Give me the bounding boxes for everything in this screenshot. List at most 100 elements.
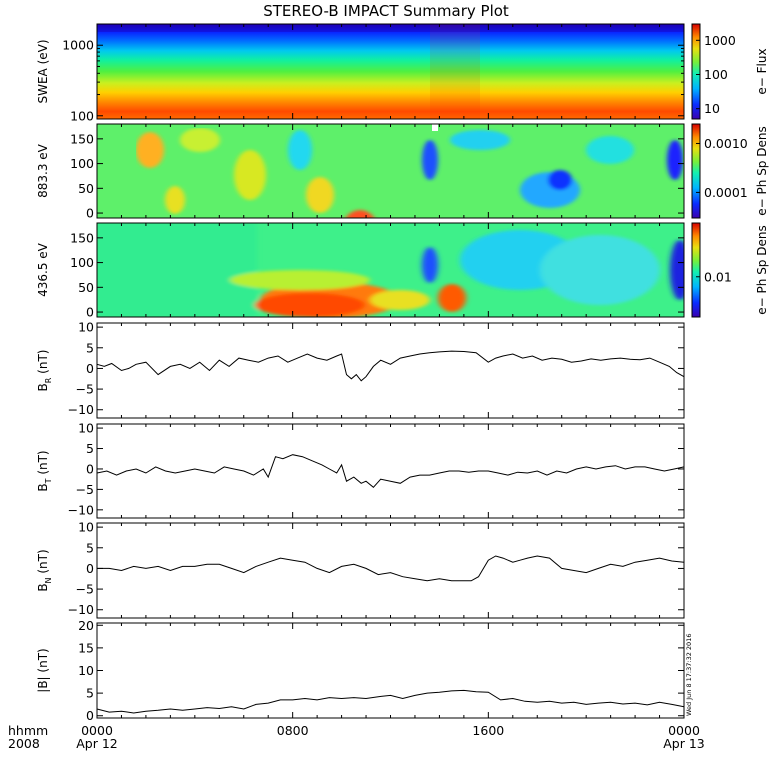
pad883-ytick-label: 50 [78, 181, 94, 196]
pad436-ytick-label: 150 [70, 230, 94, 245]
pad-436-blob [255, 293, 365, 317]
swea-colorbar-tick-label: 10 [704, 101, 720, 116]
bmag-ylabel-unit: (nT) [36, 648, 50, 676]
swea-spectrogram [97, 24, 684, 119]
swea-colorbar [691, 23, 701, 120]
pad883-colorbar-tick-label: 0.0010 [704, 136, 748, 151]
bt-ytick-label: −10 [68, 502, 94, 517]
pad-436-spectrogram [97, 223, 684, 317]
pad-883-blob [345, 210, 375, 218]
bmag-ytick-label: 10 [78, 663, 94, 678]
x-tick-label: 1600 [472, 723, 504, 738]
pad-883-blob [234, 150, 266, 200]
bn-ytick-label: −10 [68, 602, 94, 617]
pad-883-blob [180, 128, 220, 152]
bn-frame [96, 522, 685, 619]
br-ytick-label: −5 [76, 382, 94, 397]
bn-ylabel-sub: N [44, 577, 53, 583]
bmag-ytick-label: 20 [78, 618, 94, 633]
swea-colorbar-tick-label: 100 [704, 67, 728, 82]
x-tick-label: 0800 [277, 723, 309, 738]
pad-883-blob [306, 177, 334, 213]
br-ylabel-sub: R [44, 377, 53, 383]
swea-ylabel: SWEA (eV) [36, 39, 50, 103]
pad-883-blob [548, 170, 572, 190]
bn-ytick-label: 5 [86, 540, 94, 555]
pad883-ytick-label: 100 [70, 156, 94, 171]
pad436-ytick-label: 0 [86, 305, 94, 320]
pad-883-blob [136, 132, 164, 168]
bt-ylabel-main: B [36, 483, 50, 491]
br-ytick-label: 0 [86, 361, 94, 376]
pad436-colorbar-tick-label: 0.01 [704, 269, 732, 284]
pad-883-spectrogram [97, 124, 684, 218]
swea-ytick-label: 1000 [62, 38, 94, 53]
bt-ytick-label: 10 [78, 421, 94, 436]
pad883-ytick-label: 0 [86, 206, 94, 221]
pad-883-blob [667, 140, 683, 180]
bt-ylabel-sub: T [44, 478, 53, 484]
x-axis-label-hhmm: hhmm [8, 723, 48, 738]
pad-883-blob [422, 140, 438, 180]
pad-436-texture [97, 223, 684, 317]
bn-ylabel-unit: (nT) [36, 549, 50, 577]
pad-436-blob [540, 235, 660, 305]
bn-ylabel-main: B [36, 583, 50, 591]
bmag-ytick-label: 15 [78, 640, 94, 655]
pad436-ytick-label: 50 [78, 280, 94, 295]
pad436-colorbar [691, 222, 701, 318]
x-axis-label-year: 2008 [8, 736, 40, 751]
bmag-ytick-label: 0 [86, 708, 94, 723]
x-tick-label: 0000 [668, 723, 700, 738]
pad436-ytick-label: 100 [70, 255, 94, 270]
br-series-line [96, 350, 685, 382]
br-ytick-label: 10 [78, 320, 94, 335]
bt-ytick-label: 5 [86, 441, 94, 456]
bt-ylabel-unit: (nT) [36, 450, 50, 478]
bn-ytick-label: 0 [86, 561, 94, 576]
bmag-ytick-label: 5 [86, 686, 94, 701]
pad-436-blob [422, 247, 438, 283]
swea-spectrogram-field [97, 24, 684, 119]
pad883-colorbar-tick-label: 0.0001 [704, 185, 748, 200]
br-ylabel-main: B [36, 383, 50, 391]
pad-436-blob [230, 270, 370, 290]
pad-883-texture [136, 128, 683, 218]
swea-colorbar-label: e− Flux [755, 48, 769, 94]
pad436-ylabel: 436.5 eV [36, 242, 50, 297]
pad-436-blob [370, 290, 430, 310]
bmag-series-line [96, 689, 685, 714]
x-tick-label: 0000 [81, 723, 113, 738]
swea-colorbar-tick-label: 1000 [704, 33, 736, 48]
br-ytick-label: −10 [68, 402, 94, 417]
x-tick-date-label: Apr 13 [663, 736, 705, 751]
br-frame [96, 322, 685, 419]
bt-ytick-label: 0 [86, 461, 94, 476]
bn-ylabel: BN (nT) [36, 549, 53, 591]
bmag-ylabel-main: |B| [36, 676, 50, 692]
bn-ytick-label: −5 [76, 582, 94, 597]
br-ylabel: BR (nT) [36, 350, 53, 392]
bt-ylabel: BT (nT) [36, 450, 53, 491]
pad-883-blob [586, 136, 634, 164]
bn-ytick-label: 10 [78, 520, 94, 535]
pad-436-band [97, 223, 257, 317]
pad883-colorbar-label: e− Ph Sp Dens [755, 126, 769, 215]
pad883-colorbar [691, 123, 701, 219]
swea-ytick-label: 100 [70, 108, 94, 123]
pad883-ylabel: 883.3 eV [36, 143, 50, 198]
br-ytick-label: 5 [86, 340, 94, 355]
bn-series-line [97, 555, 685, 582]
swea-top-shading [97, 24, 684, 32]
pad-883-blob [165, 186, 185, 214]
br-ylabel-unit: (nT) [36, 350, 50, 378]
plot-title: STEREO-B IMPACT Summary Plot [263, 2, 509, 20]
pad-883-blob [288, 130, 312, 170]
pad-883-data-gap [432, 124, 438, 131]
x-tick-date-label: Apr 12 [76, 736, 118, 751]
pad436-colorbar-label: e− Ph Sp Dens [755, 225, 769, 314]
bmag-ylabel: |B| (nT) [36, 648, 50, 692]
